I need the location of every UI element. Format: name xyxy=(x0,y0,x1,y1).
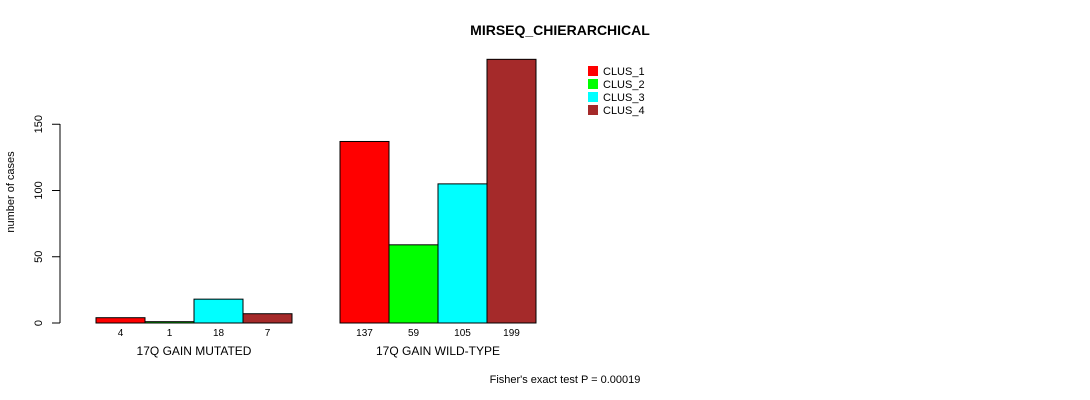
chart-title: MIRSEQ_CHIERARCHICAL xyxy=(470,22,650,38)
group-label-wild-type: 17Q GAIN WILD-TYPE xyxy=(376,344,500,358)
bar-value-label: 18 xyxy=(213,328,225,339)
legend-label-clus_2: CLUS_2 xyxy=(603,79,645,91)
y-tick-label-100: 100 xyxy=(33,181,45,199)
group-labels: 17Q GAIN MUTATED 17Q GAIN WILD-TYPE xyxy=(137,344,500,358)
y-tick-label-50: 50 xyxy=(33,251,45,263)
bar-clus_2-wild-type xyxy=(388,244,439,324)
legend-label-clus_3: CLUS_3 xyxy=(603,92,645,104)
bar-value-label: 7 xyxy=(265,328,271,339)
legend-swatch-clus_1 xyxy=(588,66,598,76)
bar-value-label: 1 xyxy=(167,328,173,339)
legend-swatch-clus_3 xyxy=(588,92,598,102)
bar-clus_4-wild-type xyxy=(486,58,537,324)
bar-clus_3-mutated xyxy=(193,298,244,324)
group-label-mutated: 17Q GAIN MUTATED xyxy=(137,344,252,358)
bar-clus_1-wild-type xyxy=(339,140,390,324)
legend-label-clus_4: CLUS_4 xyxy=(603,105,645,117)
bar-value-label: 59 xyxy=(408,328,420,339)
bar-clus_1-mutated xyxy=(95,317,146,324)
bar-clus_3-wild-type xyxy=(437,183,488,324)
y-axis-label: number of cases xyxy=(5,151,17,233)
y-tick-label-150: 150 xyxy=(33,115,45,133)
y-tick-label-0: 0 xyxy=(33,320,45,326)
legend-label-clus_1: CLUS_1 xyxy=(603,66,645,78)
bar-clus_4-mutated xyxy=(242,313,293,324)
bars-group: 4 1 18 7 137 59 105 199 xyxy=(95,58,537,339)
bar-value-label: 137 xyxy=(356,328,373,339)
fisher-test-footnote: Fisher's exact test P = 0.00019 xyxy=(490,374,641,386)
legend-swatch-clus_2 xyxy=(588,79,598,89)
bar-value-label: 105 xyxy=(454,328,471,339)
bar-clus_2-mutated xyxy=(144,321,195,324)
bar-value-label: 199 xyxy=(503,328,520,339)
y-axis-ticks: 0 50 100 150 xyxy=(33,115,60,326)
legend-swatch-clus_4 xyxy=(588,105,598,115)
bar-value-label: 4 xyxy=(118,328,124,339)
